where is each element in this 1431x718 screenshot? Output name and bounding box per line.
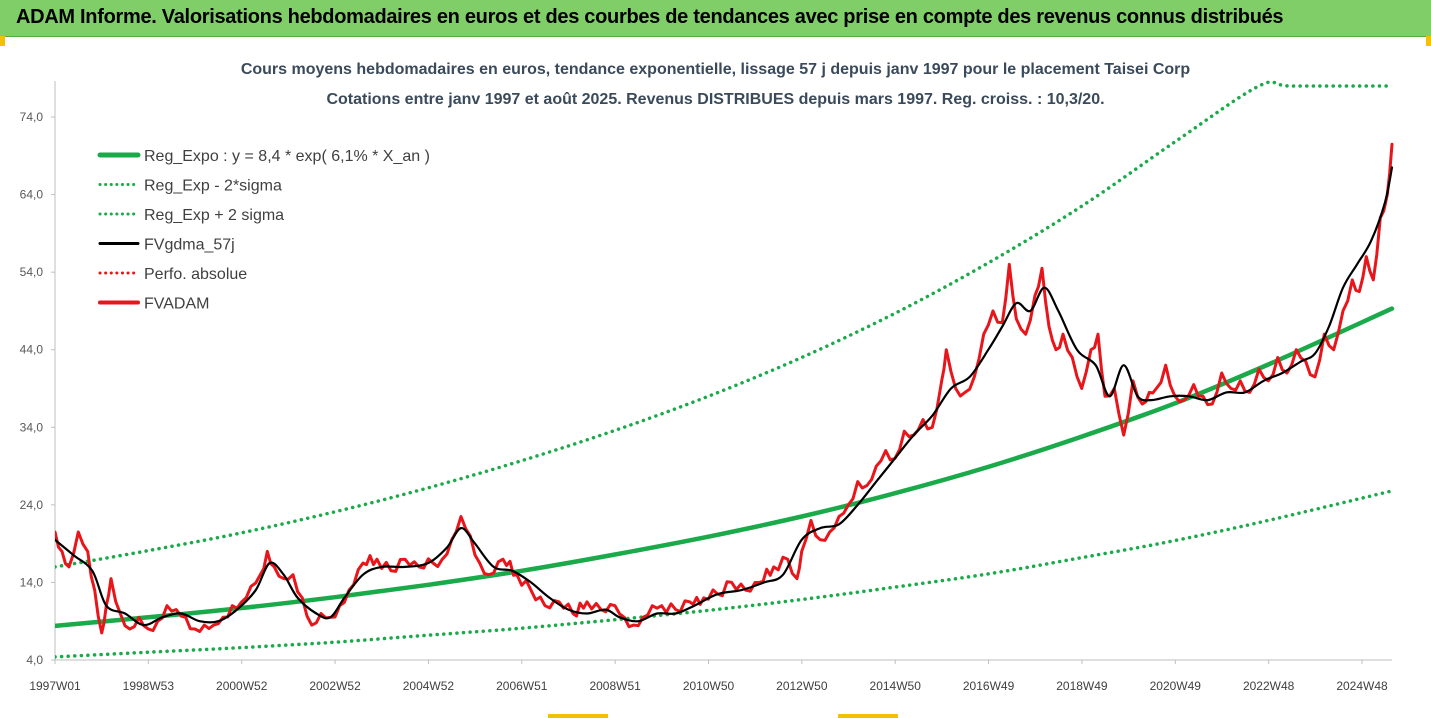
reg-exp-plus-2sigma-line [55, 80, 1394, 569]
x-tick-label: 2002W52 [309, 679, 361, 693]
y-tick-label: 64,0 [20, 188, 44, 202]
x-tick-label: 2004W52 [403, 679, 455, 693]
x-tick-label: 2008W51 [589, 679, 641, 693]
x-tick-label: 2014W50 [870, 679, 922, 693]
legend-label: Reg_Expo : y = 8,4 * exp( 6,1% * X_an ) [144, 148, 430, 165]
x-tick-label: 2006W51 [496, 679, 548, 693]
chart-svg: 4,0 14,0 24,0 34,0 44,0 54,0 64,0 74,0 1997W01 19… [20, 80, 1395, 693]
corner-marker-bottom-mid [838, 714, 898, 718]
y-tick-label: 54,0 [20, 265, 44, 279]
legend-label: FVgdma_57j [144, 237, 235, 254]
y-tick-label: 34,0 [20, 420, 44, 434]
x-tick-label: 2010W50 [683, 679, 735, 693]
legend-label: Perfo. absolue [144, 266, 247, 283]
reg-expo-line [55, 306, 1395, 629]
corner-marker-bottom-left [548, 714, 608, 718]
y-tick-label: 4,0 [26, 653, 43, 667]
x-tick-label: 2016W49 [963, 679, 1015, 693]
y-tick-label: 74,0 [20, 110, 44, 124]
y-tick-label: 14,0 [20, 575, 44, 589]
x-tick-label: 2018W49 [1056, 679, 1108, 693]
y-tick-label: 44,0 [20, 343, 44, 357]
page-title: ADAM Informe. Valorisations hebdomadaire… [16, 6, 1284, 28]
x-tick-label: 1997W01 [29, 679, 81, 693]
x-tick-label: 2012W50 [776, 679, 828, 693]
chart-container: Cours moyens hebdomadaires en euros, ten… [0, 36, 1431, 718]
x-tick-label: 2020W49 [1150, 679, 1202, 693]
x-tick-label: 2024W48 [1336, 679, 1388, 693]
legend-label: Reg_Exp - 2*sigma [144, 178, 282, 195]
y-tick-label: 24,0 [20, 498, 44, 512]
corner-marker-right [1426, 36, 1431, 46]
corner-marker-left [0, 36, 5, 46]
x-tick-label: 1998W53 [123, 679, 175, 693]
fvgdma-57j-line [55, 166, 1394, 627]
legend-label: Reg_Exp + 2 sigma [144, 207, 284, 224]
header-banner: ADAM Informe. Valorisations hebdomadaire… [0, 0, 1431, 37]
fvadam-line [55, 142, 1394, 635]
chart-title: Cours moyens hebdomadaires en euros, ten… [240, 61, 1191, 78]
chart-subtitle: Cotations entre janv 1997 et août 2025. … [326, 91, 1105, 108]
legend-label: FVADAM [144, 296, 209, 313]
x-tick-label: 2022W48 [1243, 679, 1295, 693]
reg-exp-minus-2sigma-line [55, 489, 1394, 659]
x-tick-label: 2000W52 [216, 679, 268, 693]
